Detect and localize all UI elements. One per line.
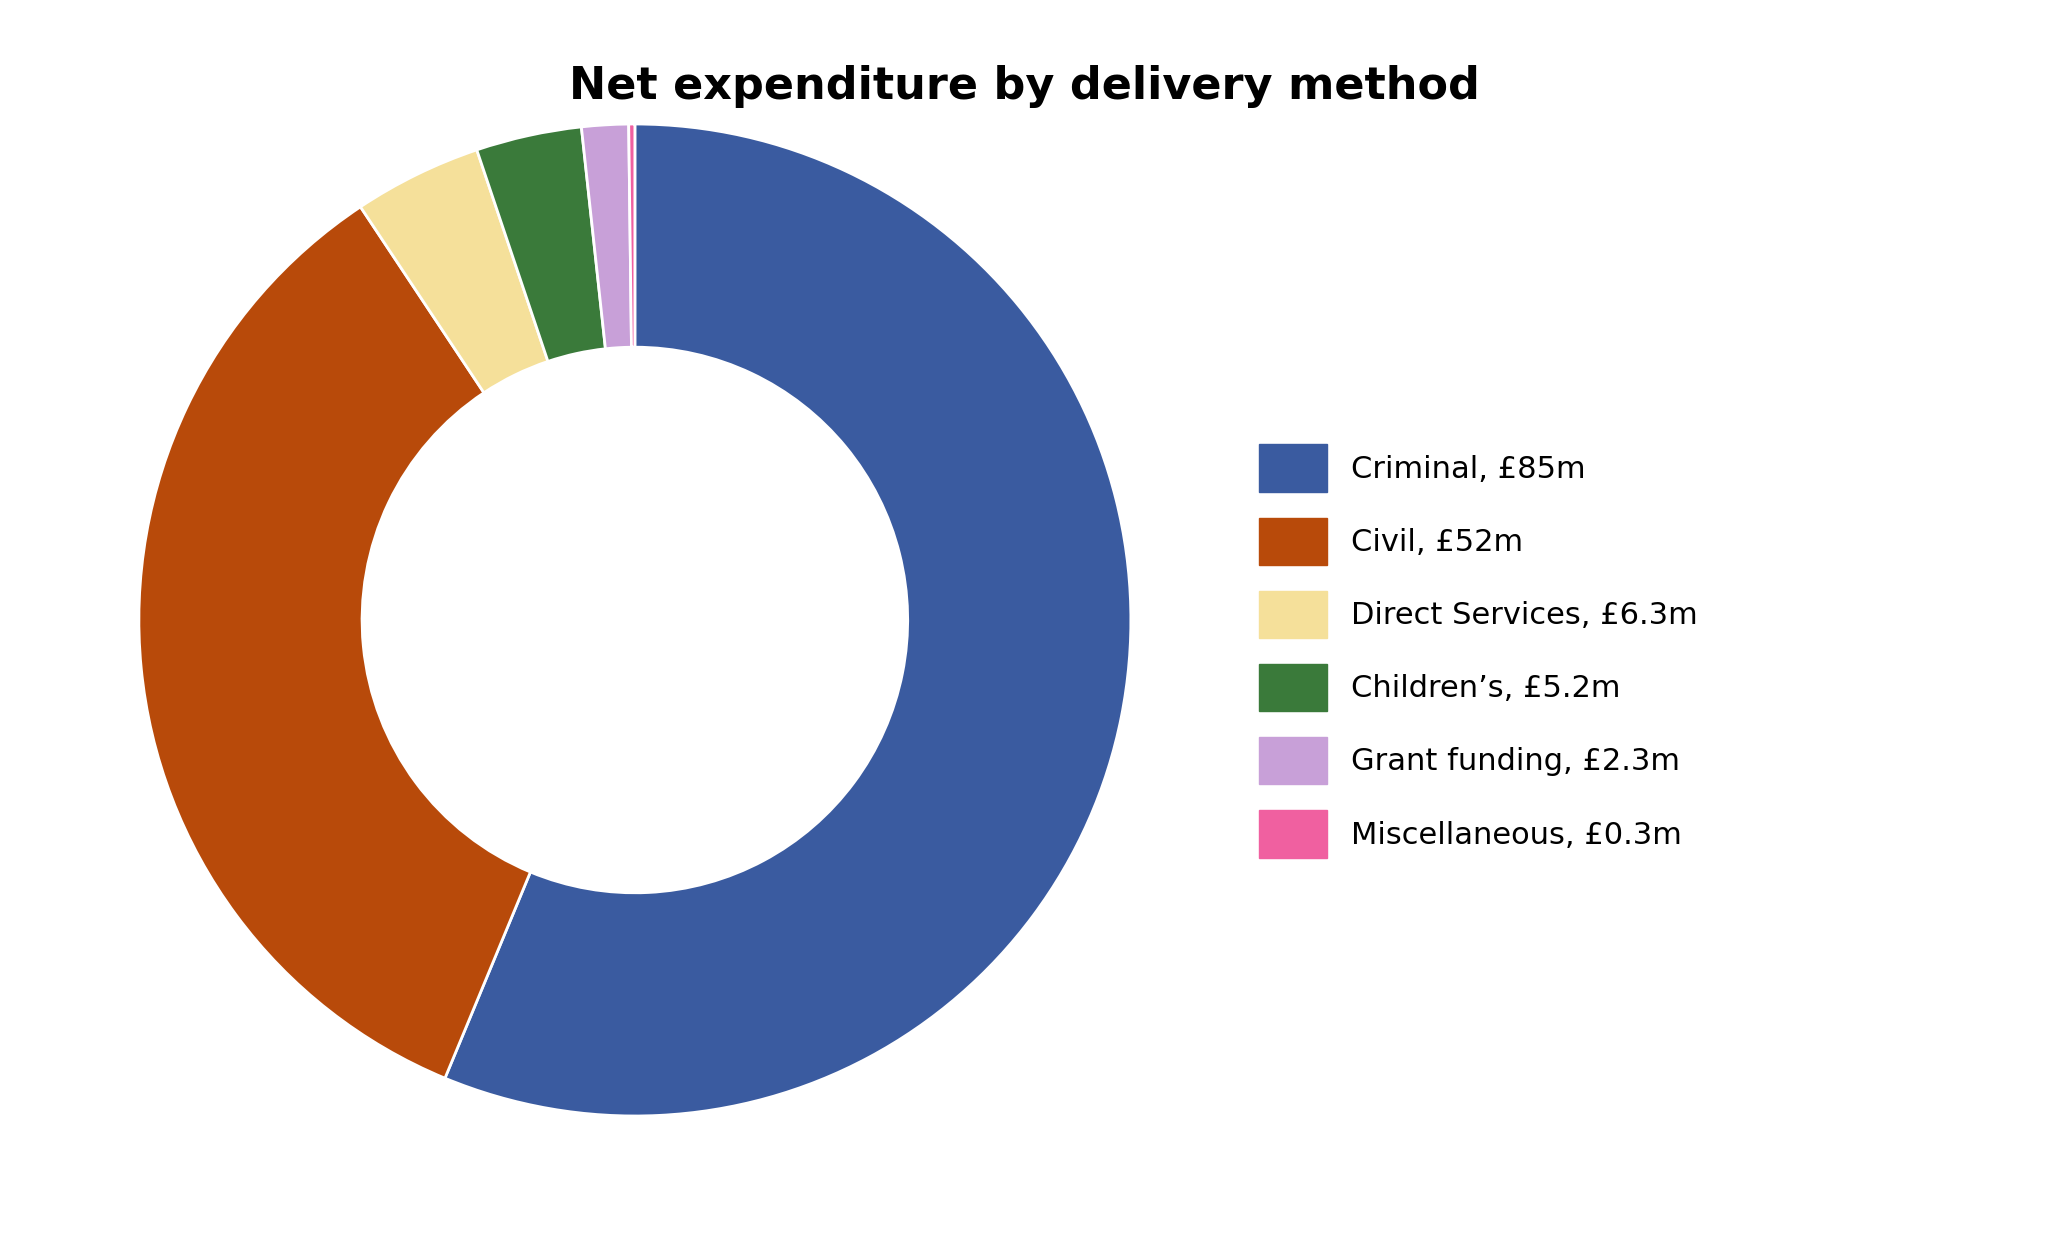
Wedge shape (444, 124, 1130, 1116)
Legend: Criminal, £85m, Civil, £52m, Direct Services, £6.3m, Children’s, £5.2m, Grant fu: Criminal, £85m, Civil, £52m, Direct Serv… (1243, 429, 1712, 873)
Wedge shape (477, 126, 606, 361)
Text: Net expenditure by delivery method: Net expenditure by delivery method (569, 66, 1479, 108)
Wedge shape (360, 150, 549, 393)
Wedge shape (582, 124, 631, 348)
Wedge shape (139, 207, 530, 1079)
Wedge shape (629, 124, 635, 347)
